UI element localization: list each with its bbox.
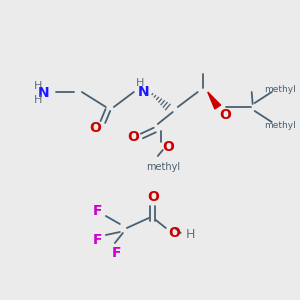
Text: F: F: [93, 204, 103, 218]
Text: O: O: [219, 108, 231, 122]
Text: methyl: methyl: [264, 85, 296, 94]
Text: F: F: [93, 233, 103, 247]
Text: O: O: [89, 121, 101, 135]
Text: O: O: [127, 130, 139, 144]
Polygon shape: [208, 92, 220, 109]
Text: N: N: [138, 85, 150, 99]
Text: methyl: methyl: [146, 162, 180, 172]
Text: H: H: [34, 95, 42, 105]
Text: F: F: [112, 246, 122, 260]
Text: O: O: [168, 226, 180, 240]
Text: H: H: [34, 81, 42, 91]
Text: O: O: [162, 140, 174, 154]
Text: methyl: methyl: [264, 121, 296, 130]
Text: H: H: [136, 78, 144, 88]
Text: N: N: [38, 86, 50, 100]
Text: O: O: [147, 190, 159, 204]
Text: H: H: [186, 229, 195, 242]
